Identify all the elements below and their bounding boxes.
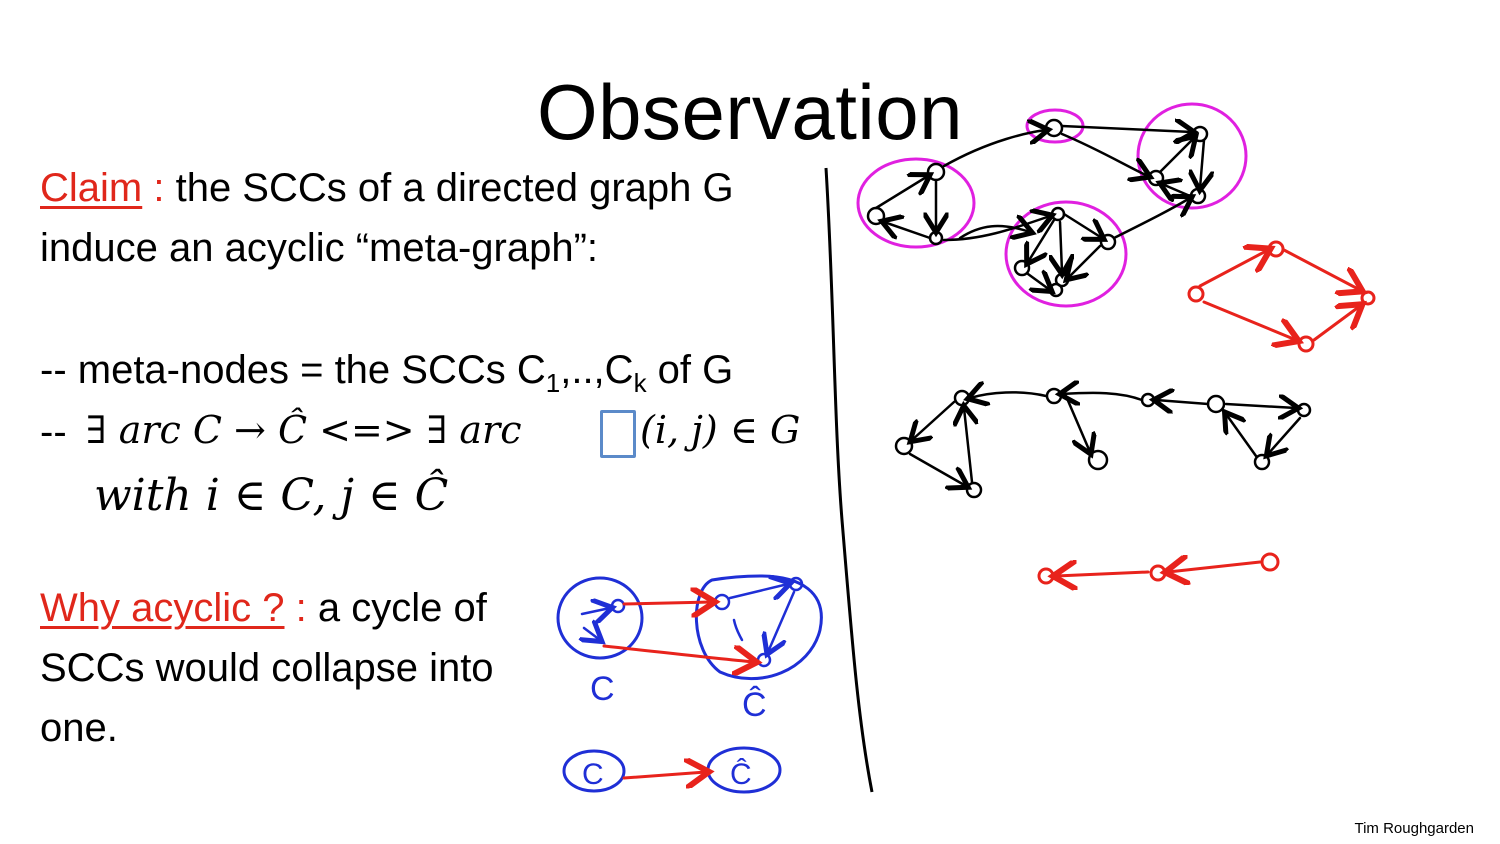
meta-node bbox=[1187, 285, 1205, 303]
claim-text-1: the SCCs of a directed graph G bbox=[164, 166, 734, 210]
label-c-hat-small: Ĉ bbox=[730, 757, 752, 791]
why-separator: : bbox=[284, 586, 307, 630]
arc-formula-condition: with i ∈ C, j ∈ Ĉ bbox=[94, 470, 449, 521]
meta-graph-sketch bbox=[1187, 240, 1376, 353]
graph-node bbox=[1013, 259, 1031, 277]
why-line-1: Why acyclic ? : a cycle of bbox=[40, 578, 487, 638]
bullet-meta-nodes-mid: ,..,C bbox=[560, 348, 634, 392]
graph-node bbox=[965, 481, 983, 499]
meta-node bbox=[1260, 552, 1280, 572]
graph-node bbox=[1147, 169, 1165, 187]
subscript-k: k bbox=[633, 368, 647, 398]
claim-separator: : bbox=[142, 166, 165, 210]
graph-node bbox=[866, 206, 886, 226]
claim-label: Claim bbox=[40, 166, 143, 210]
label-c-small: C bbox=[582, 758, 604, 791]
why-line-2: SCCs would collapse into bbox=[40, 646, 494, 690]
graph-node bbox=[953, 389, 971, 407]
selection-box[interactable] bbox=[600, 410, 636, 458]
author-footer: Tim Roughgarden bbox=[1354, 820, 1474, 837]
cycle-collapse-sketch bbox=[556, 574, 823, 794]
why-line-3: one. bbox=[40, 706, 118, 750]
graph-node bbox=[894, 436, 914, 456]
graph-node bbox=[1253, 453, 1271, 471]
scc-circle bbox=[856, 157, 976, 249]
label-c: C bbox=[590, 670, 615, 708]
meta-node bbox=[1297, 335, 1315, 353]
graph-node bbox=[1048, 282, 1064, 298]
slide-title: Observation bbox=[536, 68, 964, 156]
label-c-hat: Ĉ bbox=[742, 686, 767, 724]
claim-line-2: induce an acyclic “meta-graph”: bbox=[40, 226, 599, 270]
meta-node bbox=[1037, 567, 1055, 585]
why-label: Why acyclic ? bbox=[40, 586, 285, 630]
graph-node bbox=[1087, 449, 1109, 471]
meta-node bbox=[1149, 564, 1167, 582]
why-text-1: a cycle of bbox=[306, 586, 487, 630]
scc-graph-sketch bbox=[856, 102, 1248, 308]
bullet-meta-nodes-prefix: -- meta-nodes = the SCCs C bbox=[40, 348, 546, 392]
scc-c-circle bbox=[556, 576, 644, 660]
bullet-arc-prefix: -- bbox=[40, 410, 67, 454]
scc-circle bbox=[1004, 200, 1128, 308]
graph-node bbox=[928, 230, 944, 246]
dag-graph-sketch bbox=[894, 387, 1312, 499]
claim-line-1: Claim : the SCCs of a directed graph G bbox=[40, 158, 734, 218]
graph-node bbox=[1140, 392, 1156, 408]
graph-node bbox=[1099, 233, 1117, 251]
arc-formula-tail: (i, j) ∈ G bbox=[640, 408, 801, 452]
bullet-meta-nodes-suffix: of G bbox=[646, 348, 734, 392]
divider-line bbox=[824, 167, 874, 793]
arc-formula: ∃ arc C → Ĉ <=> ∃ arc bbox=[86, 408, 522, 452]
meta-node bbox=[1360, 290, 1376, 306]
graph-node bbox=[1189, 187, 1207, 205]
graph-node bbox=[1050, 206, 1066, 222]
meta-node bbox=[1267, 240, 1285, 258]
graph-node bbox=[1045, 387, 1063, 405]
meta-chain-sketch bbox=[1037, 552, 1280, 585]
bullet-meta-nodes: -- meta-nodes = the SCCs C1,..,Ck of G bbox=[40, 340, 733, 413]
graph-node bbox=[1296, 402, 1312, 418]
graph-node bbox=[1206, 394, 1226, 414]
graph-node bbox=[926, 162, 946, 182]
graph-node bbox=[1191, 125, 1209, 143]
subscript-1: 1 bbox=[545, 368, 561, 398]
graph-node bbox=[1044, 118, 1064, 138]
scc-chat-circle bbox=[695, 574, 823, 681]
